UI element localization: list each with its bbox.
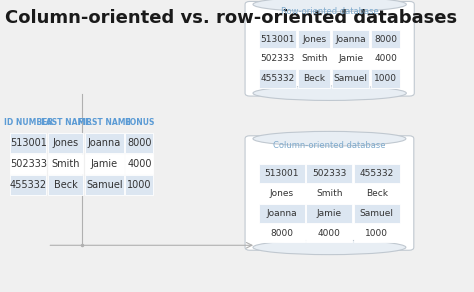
FancyBboxPatch shape bbox=[354, 224, 400, 242]
Text: 1000: 1000 bbox=[374, 74, 397, 83]
FancyBboxPatch shape bbox=[259, 224, 305, 242]
Text: ID NUMBER: ID NUMBER bbox=[4, 118, 53, 127]
FancyBboxPatch shape bbox=[298, 50, 330, 68]
Text: 502333: 502333 bbox=[261, 55, 295, 63]
FancyBboxPatch shape bbox=[298, 69, 330, 88]
FancyBboxPatch shape bbox=[259, 184, 305, 203]
FancyBboxPatch shape bbox=[10, 175, 46, 195]
FancyBboxPatch shape bbox=[354, 204, 400, 223]
FancyBboxPatch shape bbox=[245, 1, 414, 96]
Text: Smith: Smith bbox=[52, 159, 80, 169]
Text: Jamie: Jamie bbox=[91, 159, 118, 169]
Ellipse shape bbox=[253, 86, 406, 100]
FancyBboxPatch shape bbox=[371, 30, 400, 48]
Text: 455332: 455332 bbox=[10, 180, 47, 190]
Text: 1000: 1000 bbox=[127, 180, 152, 190]
FancyBboxPatch shape bbox=[125, 154, 153, 174]
FancyBboxPatch shape bbox=[85, 175, 124, 195]
Ellipse shape bbox=[253, 240, 406, 255]
FancyBboxPatch shape bbox=[332, 50, 369, 68]
Text: BONUS: BONUS bbox=[124, 118, 155, 127]
FancyBboxPatch shape bbox=[10, 154, 46, 174]
Text: 513001: 513001 bbox=[261, 35, 295, 44]
Text: LAST NAME: LAST NAME bbox=[41, 118, 91, 127]
FancyBboxPatch shape bbox=[259, 164, 305, 183]
FancyBboxPatch shape bbox=[306, 184, 352, 203]
FancyBboxPatch shape bbox=[125, 175, 153, 195]
FancyBboxPatch shape bbox=[48, 175, 83, 195]
Text: 4000: 4000 bbox=[374, 55, 397, 63]
Text: 4000: 4000 bbox=[127, 159, 152, 169]
Text: Samuel: Samuel bbox=[86, 180, 123, 190]
Ellipse shape bbox=[253, 0, 406, 12]
Text: Row-oriented database: Row-oriented database bbox=[281, 7, 379, 16]
FancyBboxPatch shape bbox=[354, 164, 400, 183]
Text: Beck: Beck bbox=[366, 189, 388, 198]
Text: Jamie: Jamie bbox=[317, 209, 342, 218]
Text: Column-oriented vs. row-oriented databases: Column-oriented vs. row-oriented databas… bbox=[5, 9, 457, 27]
FancyBboxPatch shape bbox=[306, 164, 352, 183]
FancyBboxPatch shape bbox=[371, 50, 400, 68]
Text: Joanna: Joanna bbox=[336, 35, 366, 44]
FancyBboxPatch shape bbox=[306, 204, 352, 223]
Text: 8000: 8000 bbox=[127, 138, 152, 148]
Text: Smith: Smith bbox=[316, 189, 343, 198]
FancyBboxPatch shape bbox=[85, 133, 124, 153]
FancyBboxPatch shape bbox=[259, 204, 305, 223]
Text: 8000: 8000 bbox=[271, 229, 293, 237]
FancyBboxPatch shape bbox=[48, 133, 83, 153]
FancyBboxPatch shape bbox=[10, 133, 46, 153]
Text: Beck: Beck bbox=[303, 74, 325, 83]
Text: 1000: 1000 bbox=[365, 229, 388, 237]
FancyBboxPatch shape bbox=[371, 69, 400, 88]
Text: Joanna: Joanna bbox=[88, 138, 121, 148]
FancyBboxPatch shape bbox=[306, 224, 352, 242]
Text: Samuel: Samuel bbox=[360, 209, 394, 218]
Text: Jones: Jones bbox=[270, 189, 294, 198]
Ellipse shape bbox=[253, 131, 406, 146]
FancyBboxPatch shape bbox=[332, 69, 369, 88]
FancyBboxPatch shape bbox=[85, 154, 124, 174]
Text: Joanna: Joanna bbox=[267, 209, 297, 218]
Text: Beck: Beck bbox=[54, 180, 78, 190]
Text: 8000: 8000 bbox=[374, 35, 397, 44]
Text: 455332: 455332 bbox=[261, 74, 295, 83]
Text: Jamie: Jamie bbox=[338, 55, 364, 63]
Text: Column-oriented database: Column-oriented database bbox=[273, 142, 386, 150]
FancyBboxPatch shape bbox=[48, 154, 83, 174]
Text: Smith: Smith bbox=[301, 55, 328, 63]
FancyBboxPatch shape bbox=[259, 69, 296, 88]
FancyBboxPatch shape bbox=[354, 184, 400, 203]
FancyBboxPatch shape bbox=[245, 136, 414, 250]
Text: FIRST NAME: FIRST NAME bbox=[78, 118, 131, 127]
Text: 513001: 513001 bbox=[10, 138, 47, 148]
Text: Samuel: Samuel bbox=[334, 74, 368, 83]
FancyBboxPatch shape bbox=[259, 50, 296, 68]
Text: 502333: 502333 bbox=[312, 169, 346, 178]
Text: 4000: 4000 bbox=[318, 229, 341, 237]
FancyBboxPatch shape bbox=[259, 30, 296, 48]
Text: Jones: Jones bbox=[302, 35, 326, 44]
FancyBboxPatch shape bbox=[125, 133, 153, 153]
Text: 455332: 455332 bbox=[360, 169, 394, 178]
FancyBboxPatch shape bbox=[298, 30, 330, 48]
Text: 502333: 502333 bbox=[10, 159, 47, 169]
Text: Jones: Jones bbox=[53, 138, 79, 148]
FancyBboxPatch shape bbox=[332, 30, 369, 48]
Text: 513001: 513001 bbox=[265, 169, 299, 178]
